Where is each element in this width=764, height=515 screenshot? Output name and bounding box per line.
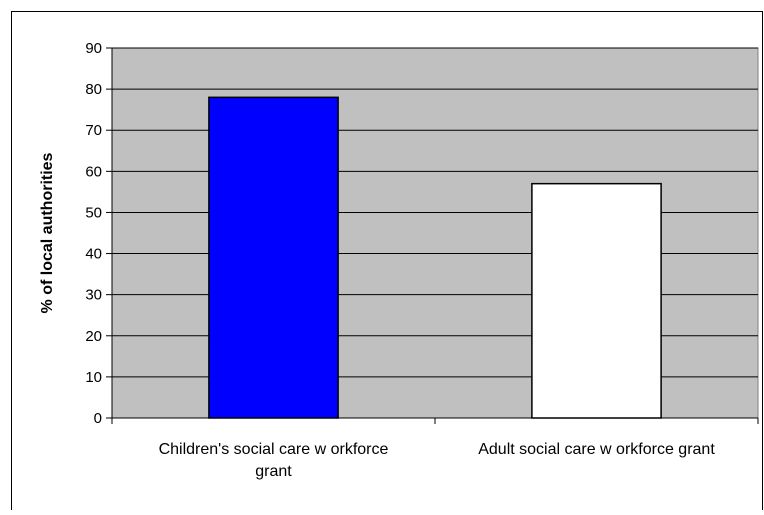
x-category-label: Adult social care w orkforce grant (478, 441, 715, 458)
bar-adult-grant (531, 182, 662, 419)
x-category-label-line: grant (255, 463, 292, 480)
y-tick-label: 80 (85, 81, 102, 98)
y-tick-label: 60 (85, 163, 102, 180)
y-tick-labels: 0 10 20 30 40 50 60 70 80 90 (85, 40, 102, 427)
x-category-label: Children's social care w orkforce grant (159, 441, 389, 480)
y-tick-label: 50 (85, 204, 102, 221)
y-tick-label: 10 (85, 369, 102, 386)
y-tick-label: 90 (85, 40, 102, 57)
y-tick-label: 70 (85, 122, 102, 139)
y-axis-title: % of local authorities (39, 152, 56, 313)
bars (208, 96, 662, 419)
y-tick-label: 40 (85, 246, 102, 263)
bar-childrens-grant (208, 96, 339, 419)
y-tick-label: 0 (94, 410, 102, 427)
y-tick-label: 20 (85, 328, 102, 345)
axes (106, 47, 759, 424)
x-category-label-line: Children's social care w orkforce (159, 441, 389, 458)
y-tick-label: 30 (85, 287, 102, 304)
x-category-labels: Children's social care w orkforce grant Ad… (159, 441, 716, 480)
x-category-label-line: Adult social care w orkforce grant (478, 441, 715, 458)
